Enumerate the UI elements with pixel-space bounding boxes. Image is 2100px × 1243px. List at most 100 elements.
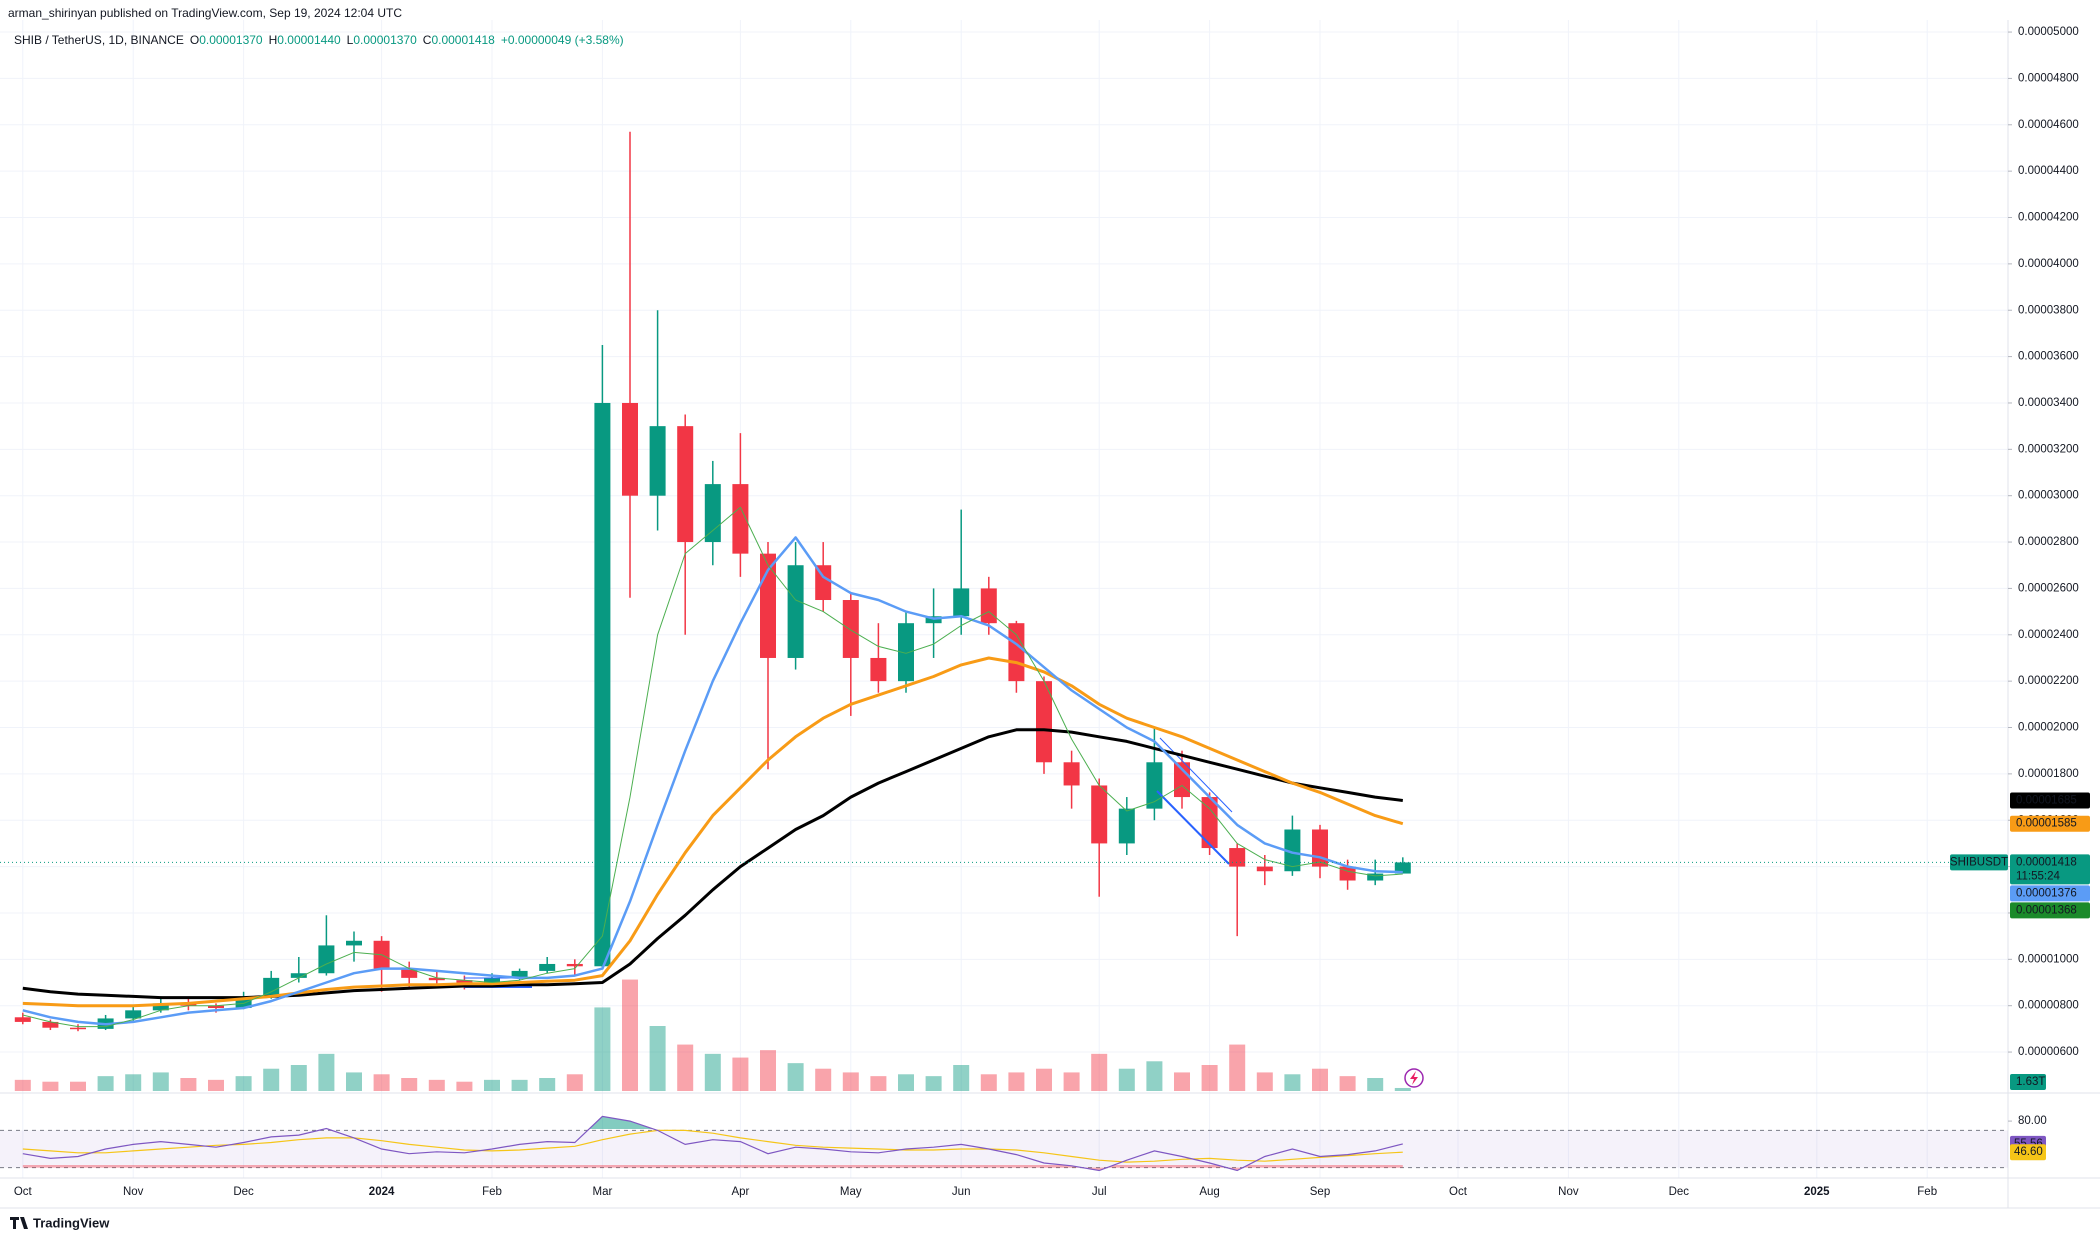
- volume-bar: [401, 1078, 418, 1091]
- legend-value: 0.00001370: [353, 33, 417, 47]
- candle-body: [1394, 862, 1411, 874]
- y-tick-label: 0.00004200: [2018, 212, 2079, 224]
- legend-symbol: SHIB / TetherUS, 1D, BINANCE: [14, 33, 184, 47]
- legend-value: 0.00001370: [199, 33, 263, 47]
- candle-body: [42, 1021, 59, 1028]
- volume-bar: [373, 1074, 390, 1091]
- legend-key: H: [269, 33, 278, 47]
- symbol-badge: [1950, 854, 2008, 871]
- candle-body: [704, 484, 721, 543]
- candle-body: [1229, 848, 1246, 867]
- candle-body: [70, 1027, 86, 1030]
- legend-key: L: [347, 33, 354, 47]
- price-badge-countdown: 11:55:24: [2016, 870, 2061, 882]
- alert-icon[interactable]: [1404, 1068, 1424, 1088]
- y-tick-label: 0.00002600: [2018, 582, 2079, 594]
- price-badge: [2010, 885, 2090, 902]
- x-tick-label: Feb: [482, 1186, 502, 1198]
- candle-body: [263, 977, 280, 997]
- price-badge-label: 0.00001368: [2016, 904, 2077, 916]
- candle-body: [1091, 785, 1108, 844]
- y-tick-label: 0.00000600: [2018, 1046, 2079, 1058]
- y-tick-label: 0.00001000: [2018, 953, 2079, 965]
- moving-average: [22, 536, 1403, 1026]
- price-badge-label: 0.00001376: [2016, 887, 2077, 899]
- x-tick-label: May: [840, 1186, 862, 1198]
- candle-body: [1256, 866, 1273, 872]
- y-tick-label: 0.00003800: [2018, 304, 2079, 316]
- y-tick-label: 0.00002200: [2018, 675, 2079, 687]
- volume-bar: [180, 1078, 197, 1091]
- x-tick-label: Nov: [123, 1186, 144, 1198]
- x-tick-label: Aug: [1199, 1186, 1219, 1198]
- volume-bar: [1118, 1068, 1135, 1091]
- y-tick-label: 0.00003200: [2018, 443, 2079, 455]
- volume-bar: [815, 1068, 832, 1091]
- legend-value: 0.00001418: [431, 33, 495, 47]
- candle-body: [235, 996, 252, 1009]
- logo-mark: [10, 1217, 28, 1229]
- volume-bar: [925, 1076, 942, 1091]
- volume-bar: [1284, 1074, 1301, 1091]
- candle-body: [152, 1003, 169, 1011]
- volume-bar: [539, 1078, 556, 1091]
- candle-body: [125, 1010, 142, 1019]
- legend-change: +0.00000049 (+3.58%): [501, 33, 624, 47]
- x-tick-label: Dec: [1669, 1186, 1690, 1198]
- price-badge: [2010, 902, 2090, 919]
- candle-body: [566, 963, 583, 967]
- candle-body: [290, 973, 307, 978]
- volume-bar: [704, 1053, 721, 1091]
- candle-body: [870, 657, 887, 682]
- x-tick-label: Sep: [1310, 1186, 1330, 1198]
- rsi-badge: [2010, 1144, 2046, 1161]
- footer-logo[interactable]: TradingView: [10, 1215, 110, 1230]
- candle-body: [1284, 829, 1301, 872]
- volume-bar: [649, 1026, 666, 1091]
- candle-body: [842, 600, 859, 658]
- trend-line: [1156, 790, 1230, 865]
- candle-body: [898, 623, 914, 682]
- moving-average: [22, 506, 1403, 1028]
- candle-body: [1367, 873, 1384, 881]
- volume-bar: [263, 1068, 280, 1091]
- volume-bar: [456, 1081, 473, 1091]
- candle-body: [484, 977, 500, 983]
- rsi-line: [22, 1115, 1403, 1172]
- volume-bar: [1201, 1065, 1218, 1091]
- y-tick-label: 0.00003600: [2018, 351, 2079, 363]
- candle-body: [953, 588, 970, 617]
- grid: [0, 20, 2008, 1178]
- candle-body: [511, 970, 528, 978]
- volume-bar: [566, 1074, 583, 1091]
- x-tick-label: Oct: [14, 1186, 33, 1198]
- volume-badge: [2010, 1074, 2046, 1090]
- alert-bolt: [1410, 1071, 1418, 1085]
- volume-bar: [14, 1079, 31, 1091]
- candle-body: [456, 980, 473, 983]
- y-tick-label: 0.00000800: [2018, 1000, 2079, 1012]
- volume-bar: [980, 1074, 997, 1091]
- volume-bar: [760, 1050, 776, 1091]
- volume-bar: [870, 1076, 887, 1091]
- volume-bar: [235, 1076, 252, 1091]
- y-tick-label: 0.00004800: [2018, 72, 2079, 84]
- candle-body: [622, 402, 638, 496]
- symbol-badge-label: SHIBUSDT: [1950, 856, 2008, 868]
- volume-bar: [953, 1065, 970, 1091]
- rsi-oversold-fill: [22, 1165, 1403, 1171]
- candle-body: [1036, 681, 1052, 763]
- volume-bar: [346, 1072, 362, 1091]
- rsi-ma-line: [22, 1129, 1403, 1163]
- x-tick-label: Apr: [731, 1186, 749, 1198]
- volume-bar: [842, 1072, 859, 1091]
- candle-body: [208, 1005, 224, 1009]
- candle-body: [1312, 829, 1328, 867]
- volume-bar: [1312, 1068, 1328, 1091]
- moving-average: [22, 656, 1404, 1008]
- rsi-tick-label: 80.00: [2018, 1115, 2047, 1127]
- volume-layer: [14, 979, 1411, 1091]
- candle-body: [428, 977, 445, 981]
- y-tick-label: 0.00002800: [2018, 536, 2079, 548]
- volume-bar: [1339, 1076, 1356, 1091]
